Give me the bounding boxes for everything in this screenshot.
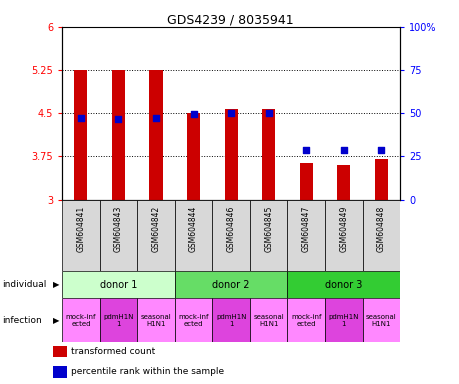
- Bar: [62, 200, 100, 271]
- Bar: [112, 70, 125, 200]
- Bar: [187, 113, 200, 200]
- Text: GSM604845: GSM604845: [263, 206, 273, 252]
- Bar: [137, 298, 174, 342]
- Text: donor 1: donor 1: [100, 280, 137, 290]
- Bar: [362, 200, 399, 271]
- Text: pdmH1N
1: pdmH1N 1: [103, 314, 134, 326]
- Bar: [287, 271, 399, 298]
- Bar: [262, 109, 274, 200]
- Point: [339, 147, 347, 153]
- Text: mock-inf
ected: mock-inf ected: [66, 314, 96, 326]
- Text: pdmH1N
1: pdmH1N 1: [328, 314, 358, 326]
- Point: [115, 116, 122, 122]
- Text: ▶: ▶: [53, 316, 60, 324]
- Text: individual: individual: [2, 280, 46, 289]
- Text: GDS4239 / 8035941: GDS4239 / 8035941: [166, 13, 293, 26]
- Bar: [336, 165, 350, 200]
- Text: GSM604842: GSM604842: [151, 206, 160, 252]
- Text: donor 3: donor 3: [325, 280, 362, 290]
- Bar: [362, 298, 399, 342]
- Bar: [53, 366, 67, 377]
- Point: [77, 115, 84, 121]
- Text: mock-inf
ected: mock-inf ected: [291, 314, 321, 326]
- Bar: [374, 159, 387, 200]
- Text: ▶: ▶: [53, 280, 60, 289]
- Text: GSM604843: GSM604843: [114, 206, 123, 252]
- Text: GSM604847: GSM604847: [301, 206, 310, 252]
- Bar: [212, 298, 249, 342]
- Bar: [62, 298, 100, 342]
- Text: GSM604844: GSM604844: [189, 206, 198, 252]
- Bar: [174, 200, 212, 271]
- Bar: [325, 200, 362, 271]
- Text: mock-inf
ected: mock-inf ected: [178, 314, 208, 326]
- Text: GSM604849: GSM604849: [339, 206, 347, 252]
- Bar: [224, 109, 237, 200]
- Bar: [287, 298, 325, 342]
- Bar: [249, 200, 287, 271]
- Bar: [100, 200, 137, 271]
- Bar: [299, 164, 312, 200]
- Point: [264, 110, 272, 116]
- Bar: [174, 271, 287, 298]
- Bar: [249, 298, 287, 342]
- Text: donor 2: donor 2: [212, 280, 249, 290]
- Text: GSM604841: GSM604841: [76, 206, 85, 252]
- Bar: [62, 271, 174, 298]
- Text: GSM604846: GSM604846: [226, 206, 235, 252]
- Bar: [53, 346, 67, 358]
- Bar: [287, 200, 325, 271]
- Bar: [212, 200, 249, 271]
- Bar: [325, 298, 362, 342]
- Point: [377, 147, 384, 153]
- Text: GSM604848: GSM604848: [376, 206, 385, 252]
- Text: seasonal
H1N1: seasonal H1N1: [140, 314, 171, 326]
- Point: [302, 147, 309, 153]
- Bar: [174, 298, 212, 342]
- Text: percentile rank within the sample: percentile rank within the sample: [71, 367, 224, 376]
- Text: seasonal
H1N1: seasonal H1N1: [253, 314, 284, 326]
- Text: infection: infection: [2, 316, 42, 324]
- Bar: [137, 200, 174, 271]
- Point: [152, 115, 159, 121]
- Bar: [100, 298, 137, 342]
- Text: transformed count: transformed count: [71, 347, 155, 356]
- Text: pdmH1N
1: pdmH1N 1: [215, 314, 246, 326]
- Text: seasonal
H1N1: seasonal H1N1: [365, 314, 396, 326]
- Bar: [74, 70, 87, 200]
- Point: [227, 110, 234, 116]
- Bar: [149, 70, 162, 200]
- Point: [190, 111, 197, 118]
